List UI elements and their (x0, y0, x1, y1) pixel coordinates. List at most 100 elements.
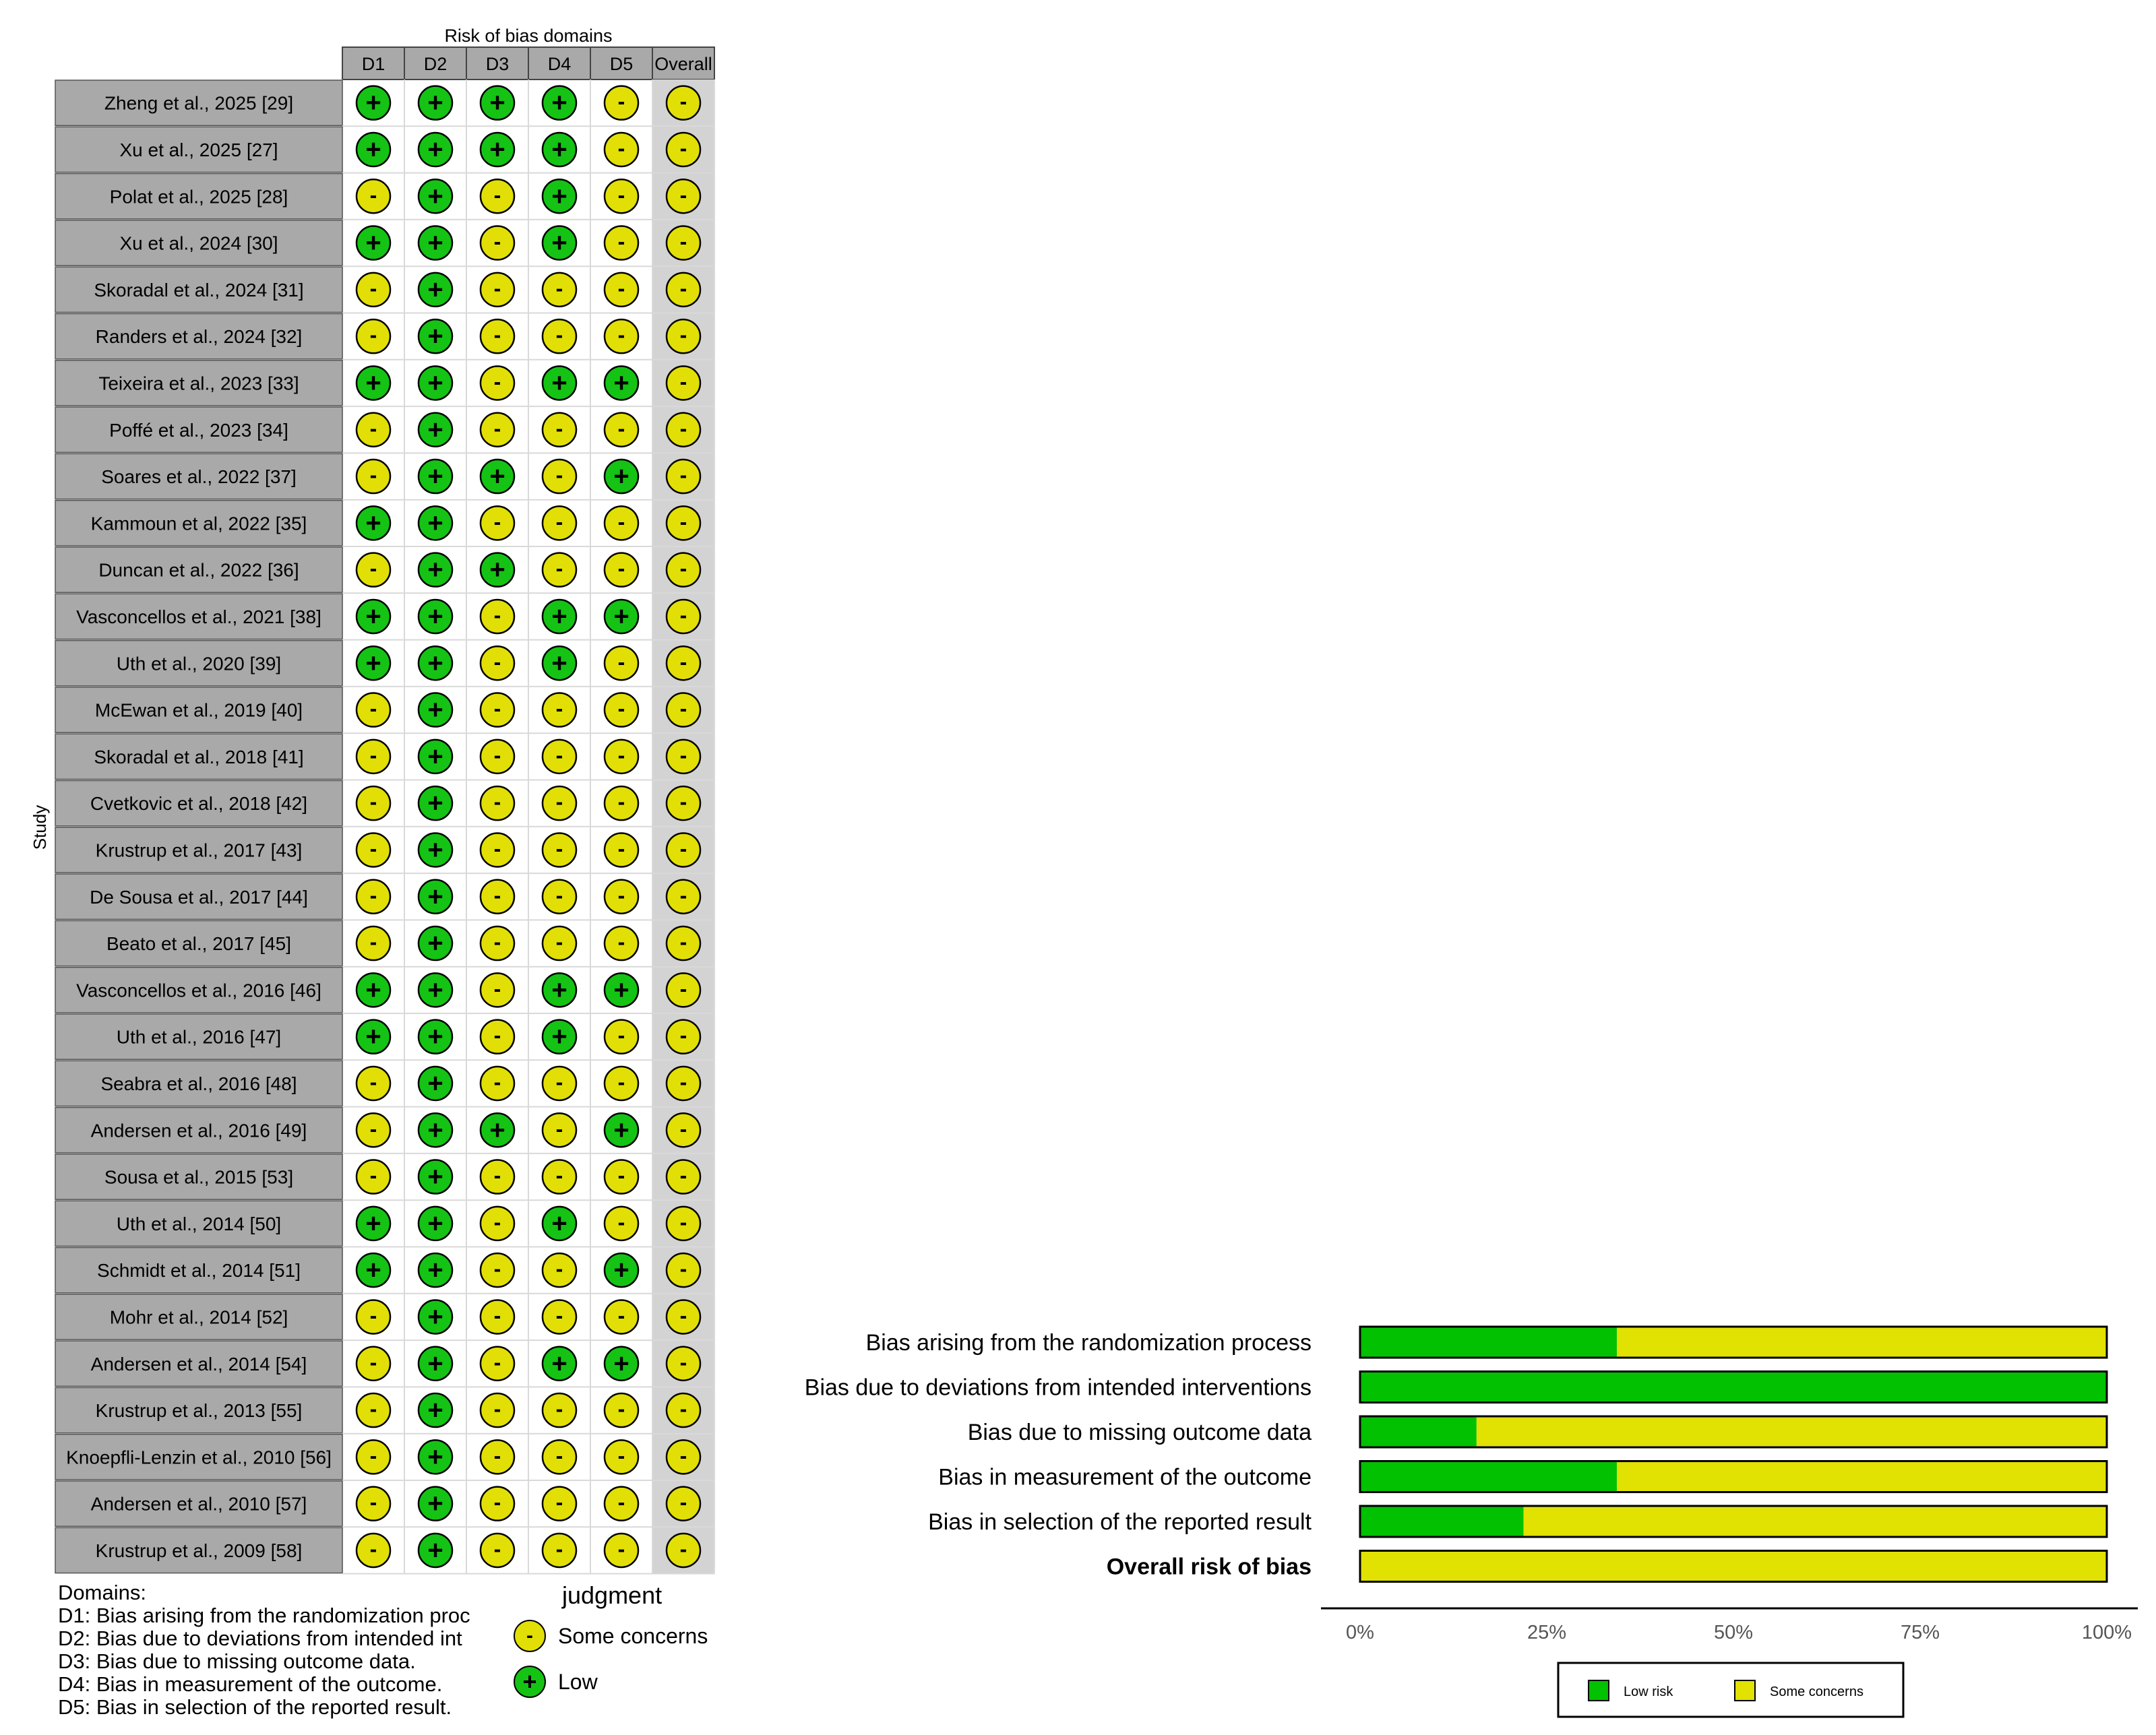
low-risk-dot (541, 365, 578, 401)
study-label: Seabra et al., 2016 [48] (100, 1073, 297, 1094)
judgment-symbol: - (618, 509, 625, 534)
low-risk-dot (603, 1252, 640, 1288)
judgment-symbol: - (370, 1490, 377, 1515)
judgment-symbol: + (551, 1349, 567, 1379)
low-risk-dot (479, 1112, 516, 1148)
judgment-symbol: - (680, 1210, 687, 1234)
study-label: Teixeira et al., 2023 [33] (98, 373, 299, 393)
study-label: Uth et al., 2020 [39] (117, 653, 281, 674)
judgment-symbol: + (551, 181, 567, 211)
some-concerns-dot (665, 692, 702, 728)
study-label-bg (55, 1387, 343, 1434)
judgment-symbol: - (680, 230, 687, 254)
low-risk-dot (417, 1205, 454, 1242)
judgment-symbol: + (365, 648, 381, 678)
summary-bar-low-risk (1360, 1327, 1618, 1358)
judgment-symbol: + (489, 462, 505, 491)
judgment-symbol: - (370, 416, 377, 441)
judgment-symbol: - (370, 1116, 377, 1141)
judgment-symbol: - (556, 1116, 563, 1141)
summary-x-ticks: 0% 25% 50% 75% 100% (1346, 1622, 2132, 1643)
low-risk-dot (541, 225, 578, 261)
judgment-symbol: - (680, 183, 687, 207)
some-concerns-dot (479, 365, 516, 401)
study-label-bg (55, 873, 343, 920)
summary-x-tick-label: 0% (1346, 1622, 1374, 1643)
domains-caption-d4: D4: Bias in measurement of the outcome. (58, 1672, 442, 1696)
judgment-symbol: + (427, 788, 443, 818)
some-concerns-dot (355, 1112, 392, 1148)
some-concerns-dot (541, 1532, 578, 1569)
judgment-symbol: - (680, 1070, 687, 1094)
low-risk-dot (417, 1019, 454, 1054)
some-concerns-dot (665, 1065, 702, 1102)
some-concerns-dot (541, 318, 578, 354)
judgment-symbol: - (618, 1070, 625, 1094)
low-risk-dot (479, 458, 516, 495)
low-risk-dot (603, 365, 640, 401)
low-risk-dot (355, 225, 392, 261)
summary-bar-outline (1359, 1370, 2108, 1403)
domain-header-label: D2 (424, 54, 448, 74)
some-concerns-dot (479, 1299, 516, 1335)
some-concerns-dot (541, 412, 578, 447)
domains-caption-title: Domains: (58, 1581, 146, 1604)
low-risk-dot (479, 552, 516, 588)
summary-bar-plot: Bias arising from the randomization proc… (805, 1325, 2138, 1718)
judgment-legend-title: judgment (561, 1581, 662, 1609)
some-concerns-dot (355, 1486, 392, 1521)
study-label-bg (55, 1294, 343, 1340)
some-concerns-dot (541, 1439, 578, 1475)
judgment-symbol: + (613, 1255, 629, 1285)
judgment-symbol: - (680, 369, 687, 393)
summary-bar-low-risk (1360, 1461, 1618, 1492)
judgment-symbol: - (680, 603, 687, 627)
domain-header-label: D5 (610, 54, 634, 74)
study-label-bg (55, 80, 343, 127)
some-concerns-dot (665, 505, 702, 541)
study-label-bg (55, 1060, 343, 1107)
traffic-light-cells: D1 D2 D3 D4 D5 Overall Zheng et al., 2025 [29]… (55, 46, 715, 1575)
judgment-symbol: - (494, 1303, 501, 1327)
some-concerns-dot (603, 925, 640, 961)
summary-legend-swatch (1734, 1680, 1756, 1701)
judgment-symbol: + (427, 648, 443, 678)
low-risk-dot (541, 131, 578, 168)
judgment-symbol: + (613, 1115, 629, 1145)
some-concerns-dot (479, 738, 516, 775)
low-risk-dot (417, 85, 454, 121)
study-label: Beato et al., 2017 [45] (106, 933, 291, 954)
some-concerns-dot (355, 458, 392, 495)
judgment-symbol: - (618, 930, 625, 954)
summary-legend-label: Some concerns (1770, 1684, 1864, 1699)
some-concerns-dot (603, 318, 640, 354)
low-risk-dot (417, 1392, 454, 1428)
judgment-symbol: - (370, 697, 377, 721)
some-concerns-dot (479, 692, 516, 728)
summary-bar-some-concerns (1360, 1550, 2107, 1582)
judgment-symbol: - (494, 509, 501, 534)
low-risk-dot (417, 1486, 454, 1521)
judgment-symbol: - (494, 1490, 501, 1515)
some-concerns-dot (665, 412, 702, 447)
study-label-bg (55, 1013, 343, 1061)
some-concerns-dot (355, 1392, 392, 1428)
judgment-symbol: + (427, 228, 443, 258)
judgment-symbol: - (556, 883, 563, 908)
low-risk-dot (417, 412, 454, 447)
some-concerns-dot (603, 85, 640, 121)
low-risk-dot (417, 972, 454, 1008)
judgment-symbol: - (494, 930, 501, 954)
some-concerns-dot (665, 738, 702, 775)
summary-bars (1359, 1325, 2108, 1583)
low-risk-dot (355, 505, 392, 541)
some-concerns-dot (355, 738, 392, 775)
some-concerns-dot (541, 925, 578, 961)
some-concerns-dot (355, 1299, 392, 1335)
judgment-symbol: + (427, 1536, 443, 1565)
study-label: Vasconcellos et al., 2016 [46] (76, 980, 321, 1001)
summary-bar-outline (1359, 1550, 2108, 1583)
judgment-symbol: + (551, 975, 567, 1005)
judgment-symbol: - (494, 416, 501, 441)
summary-bar-low-risk (1360, 1506, 1524, 1537)
